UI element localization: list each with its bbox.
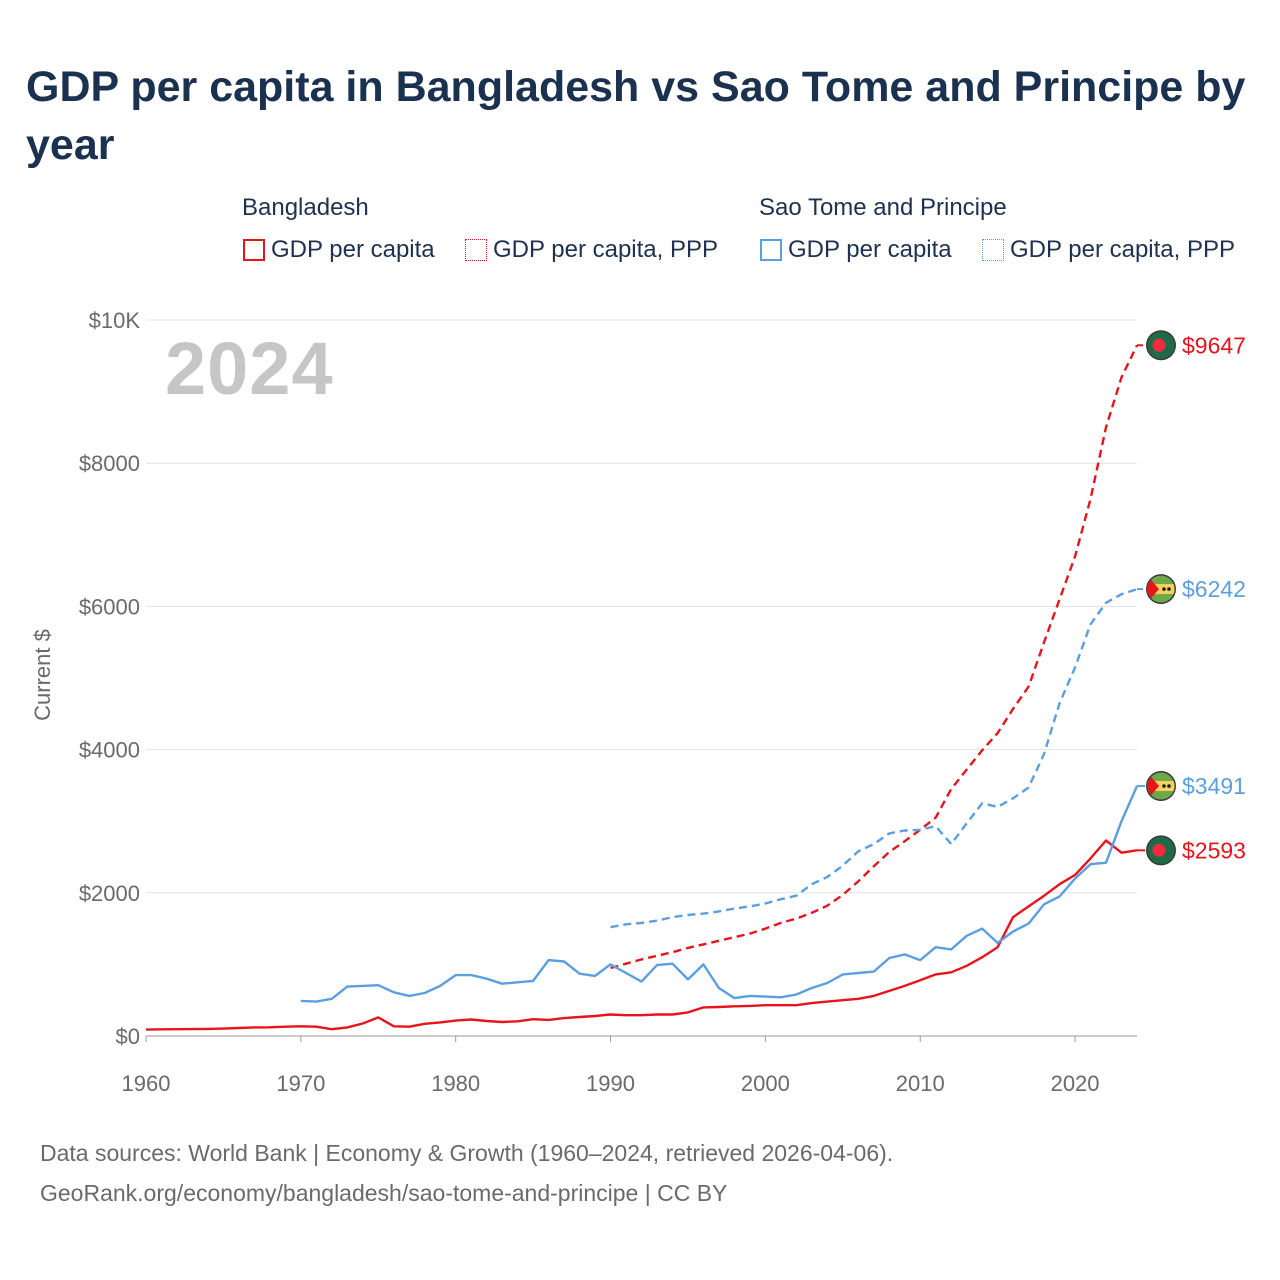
legend-item-sao-tome-gdp[interactable]: GDP per capita — [760, 234, 952, 266]
sao-tome-flag-icon — [1146, 574, 1176, 605]
x-tick-label: 1960 — [122, 1071, 171, 1096]
legend-label: GDP per capita — [271, 236, 435, 263]
end-value-label: $2593 — [1182, 837, 1246, 863]
legend-swatch-solid-blue — [760, 239, 782, 261]
series-line-3 — [610, 587, 1138, 929]
series-line-2 — [300, 785, 1139, 1003]
legend-swatch-solid-red — [243, 239, 265, 261]
y-tick-label: $10K — [89, 308, 141, 333]
x-tick-label: 1990 — [586, 1071, 635, 1096]
end-value-label: $6242 — [1182, 576, 1246, 602]
series-line-1 — [610, 344, 1139, 970]
legend-swatch-dotted-red — [465, 239, 487, 261]
legend-group-bangladesh: Bangladesh — [242, 194, 369, 221]
x-tick-label: 2010 — [896, 1071, 945, 1096]
axes: $0 $2000 $4000 $6000 $8000 $10K 1960 1970 1980 19… — [30, 308, 1137, 1096]
series-line-0 — [145, 839, 1138, 1031]
bangladesh-flag-icon — [1146, 835, 1176, 866]
chart-title: GDP per capita in Bangladesh vs Sao Tome… — [26, 63, 1246, 169]
y-tick-label: $4000 — [79, 738, 140, 763]
x-tick-label: 1970 — [276, 1071, 325, 1096]
year-label: 2024 — [165, 327, 334, 410]
end-value-label: $9647 — [1182, 332, 1246, 358]
legend-item-bangladesh-gdp[interactable]: GDP per capita — [243, 234, 435, 266]
y-tick-label: $8000 — [79, 451, 140, 476]
y-tick-label: $2000 — [79, 881, 140, 906]
x-tick-label: 2000 — [741, 1071, 790, 1096]
end-markers: $2593 $9647 $3491 $6242 — [1137, 330, 1246, 866]
legend-item-sao-tome-gdp-ppp[interactable]: GDP per capita, PPP — [982, 234, 1235, 266]
source-line-2[interactable]: GeoRank.org/economy/bangladesh/sao-tome-… — [40, 1180, 728, 1206]
y-tick-label: $6000 — [79, 594, 140, 619]
end-value-label: $3491 — [1182, 773, 1246, 799]
legend-swatch-dotted-blue — [982, 239, 1004, 261]
legend-label: GDP per capita — [788, 236, 952, 263]
x-tick-label: 1980 — [431, 1071, 480, 1096]
legend-item-bangladesh-gdp-ppp[interactable]: GDP per capita, PPP — [465, 234, 718, 266]
legend-label: GDP per capita, PPP — [493, 236, 718, 263]
y-axis-label: Current $ — [30, 629, 55, 721]
sao-tome-flag-icon — [1146, 771, 1176, 802]
x-tick-label: 2020 — [1051, 1071, 1100, 1096]
series-lines — [145, 344, 1139, 1031]
legend-group-sao-tome: Sao Tome and Principe — [759, 194, 1007, 221]
source-line-1: Data sources: World Bank | Economy & Gro… — [40, 1140, 894, 1166]
y-tick-label: $0 — [116, 1024, 140, 1049]
legend-label: GDP per capita, PPP — [1010, 236, 1235, 263]
bangladesh-flag-icon — [1146, 330, 1176, 361]
gridlines — [146, 319, 1137, 894]
